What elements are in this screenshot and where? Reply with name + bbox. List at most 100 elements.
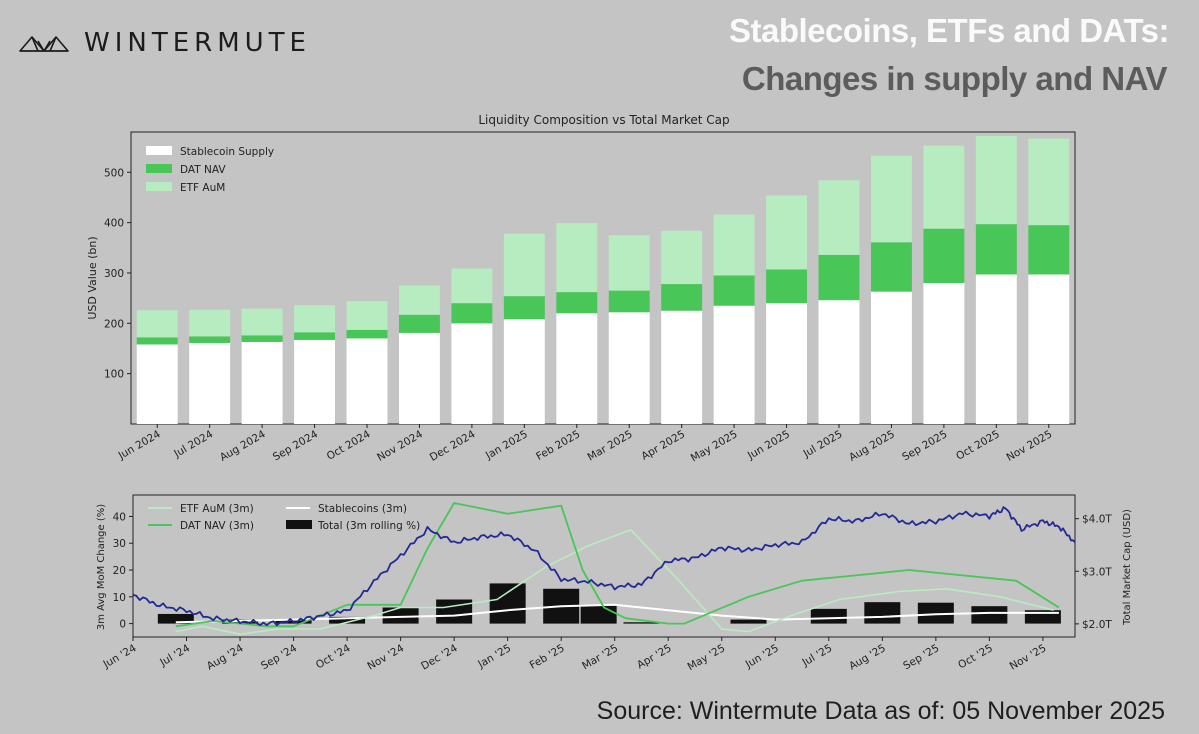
brand-name: WINTERMUTE: [84, 28, 311, 58]
bar-stablecoin-supply-jul-2024: [189, 342, 231, 424]
bar-dat-nav-sep-2025: [923, 228, 965, 284]
bar-etf-aum-feb-2025: [556, 223, 598, 293]
x-tick-label-oct-2024: Oct 2024: [325, 428, 373, 463]
stablecoins-3m-line: [175, 603, 1059, 624]
bar-dat-nav-apr-2025: [661, 284, 703, 311]
bar-etf-aum-oct-2025: [975, 136, 1017, 225]
total-bar-10: [730, 619, 767, 624]
x-tick-label-jan-25: Jan '25: [475, 642, 513, 671]
bar-dat-nav-nov-2024: [398, 314, 440, 333]
x-tick-label-jun-2024: Jun 2024: [116, 428, 163, 462]
x-tick-label-jan-2025: Jan 2025: [483, 428, 530, 462]
x-tick-label-jul-25: Jul '25: [799, 642, 834, 669]
bar-etf-aum-sep-2025: [923, 145, 965, 229]
x-tick-label-oct-2025: Oct 2025: [954, 428, 1002, 463]
legend-label-total-3m: Total (3m rolling %): [317, 520, 420, 532]
legend-label-etf-3m: ETF AuM (3m): [180, 503, 254, 515]
y2-tick-label-2-0t: $2.0T: [1082, 619, 1112, 631]
total-bar-9: [623, 622, 660, 624]
total-bar-12: [864, 602, 901, 624]
bar-stablecoin-supply-sep-2025: [923, 283, 965, 424]
bar-dat-nav-oct-2025: [975, 224, 1017, 275]
x-tick-label-dec-2024: Dec 2024: [428, 428, 478, 464]
x-tick-label-jul-2024: Jul 2024: [171, 428, 215, 460]
y-tick-label-100: 100: [104, 369, 124, 381]
bar-dat-nav-nov-2025: [1028, 225, 1070, 275]
legend-swatch-dat: [146, 164, 172, 173]
bar-stablecoin-supply-nov-2025: [1028, 274, 1070, 424]
bar-dat-nav-jan-2025: [503, 296, 545, 320]
bar-etf-aum-dec-2024: [451, 268, 493, 304]
x-tick-label-apr-25: Apr '25: [635, 642, 674, 671]
y-tick-label-500: 500: [104, 167, 124, 179]
y-tick-label-40: 40: [113, 511, 126, 523]
x-tick-label-apr-2025: Apr 2025: [639, 428, 687, 463]
bar-stablecoin-supply-sep-2024: [294, 339, 336, 424]
legend-swatch-stablecoin: [146, 146, 172, 155]
bar-etf-aum-apr-2025: [661, 230, 703, 285]
y-tick-label-200: 200: [104, 318, 124, 330]
legend-swatch-etf: [146, 182, 172, 191]
bar-dat-nav-jun-2025: [766, 269, 808, 304]
bar-dat-nav-feb-2025: [556, 292, 598, 314]
y-tick-label-30: 30: [113, 538, 126, 550]
bar-dat-nav-mar-2025: [608, 290, 650, 313]
bar-stablecoin-supply-jun-2024: [136, 344, 178, 424]
x-tick-label-sep-2024: Sep 2024: [271, 428, 320, 463]
bar-etf-aum-sep-2024: [294, 305, 336, 333]
total-bar-11: [810, 608, 847, 624]
bar-stablecoin-supply-nov-2024: [398, 332, 440, 424]
x-tick-label-aug-2024: Aug 2024: [218, 428, 268, 464]
y-tick-label-0: 0: [119, 619, 126, 631]
bar-stablecoin-supply-aug-2024: [241, 341, 283, 424]
line-chart-y2-label: Total Market Cap (USD): [1122, 509, 1133, 626]
x-tick-label-dec-24: Dec '24: [419, 642, 460, 673]
bar-etf-aum-nov-2024: [398, 285, 440, 315]
bar-stablecoin-supply-jul-2025: [818, 300, 860, 424]
bar-etf-aum-nov-2025: [1028, 138, 1070, 226]
legend-label-dat: DAT NAV: [180, 164, 226, 176]
x-tick-label-jun-25: Jun '25: [743, 642, 781, 671]
legend-label-stablecoin: Stablecoin Supply: [180, 146, 274, 158]
bar-etf-aum-mar-2025: [608, 235, 650, 291]
source-note: Source: Wintermute Data as of: 05 Novemb…: [596, 697, 1165, 725]
bar-dat-nav-jul-2025: [818, 254, 860, 301]
total-bar-6: [489, 583, 526, 624]
x-tick-label-sep-24: Sep '24: [259, 642, 299, 672]
x-tick-label-jun-2025: Jun 2025: [745, 428, 792, 462]
bar-etf-aum-oct-2024: [346, 301, 388, 330]
bar-dat-nav-aug-2025: [870, 242, 912, 292]
legend-label-dat-3m: DAT NAV (3m): [180, 520, 254, 532]
x-tick-label-jun-24: Jun '24: [100, 642, 138, 671]
x-tick-label-oct-25: Oct '25: [956, 642, 995, 671]
x-tick-label-sep-2025: Sep 2025: [900, 428, 949, 463]
x-tick-label-mar-2025: Mar 2025: [586, 428, 635, 463]
total-bar-0: [157, 613, 194, 624]
total-market-cap-line: [132, 506, 1076, 627]
x-tick-label-jul-2025: Jul 2025: [801, 428, 845, 460]
page-subtitle: Changes in supply and NAV: [741, 60, 1168, 97]
bar-stablecoin-supply-jun-2025: [766, 303, 808, 424]
x-tick-label-oct-24: Oct '24: [314, 642, 353, 671]
bar-dat-nav-oct-2024: [346, 329, 388, 339]
x-tick-label-nov-25: Nov '25: [1008, 642, 1049, 672]
bar-etf-aum-jun-2025: [766, 195, 808, 270]
bar-chart-title: Liquidity Composition vs Total Market Ca…: [478, 113, 729, 127]
page-title: Stablecoins, ETFs and DATs:: [728, 12, 1170, 49]
x-tick-label-sep-25: Sep '25: [901, 642, 941, 672]
total-bar-14: [971, 606, 1008, 624]
bar-stablecoin-supply-oct-2025: [975, 274, 1017, 424]
etf-aum-3m-line: [175, 529, 1054, 636]
x-tick-label-aug-25: Aug '25: [847, 642, 888, 672]
bar-stablecoin-supply-dec-2024: [451, 323, 493, 424]
bar-chart-legend: Stablecoin Supply DAT NAV ETF AuM: [146, 146, 274, 194]
bar-etf-aum-aug-2025: [870, 155, 912, 243]
line-chart-y-label: 3m Avg MoM Change (%): [96, 504, 107, 630]
bar-stablecoin-supply-jan-2025: [503, 319, 545, 424]
bar-etf-aum-may-2025: [713, 214, 755, 276]
x-tick-label-feb-25: Feb '25: [528, 642, 567, 671]
bar-dat-nav-jul-2024: [189, 336, 231, 343]
y-tick-label-400: 400: [104, 218, 124, 230]
x-tick-label-aug-24: Aug '24: [205, 642, 246, 673]
